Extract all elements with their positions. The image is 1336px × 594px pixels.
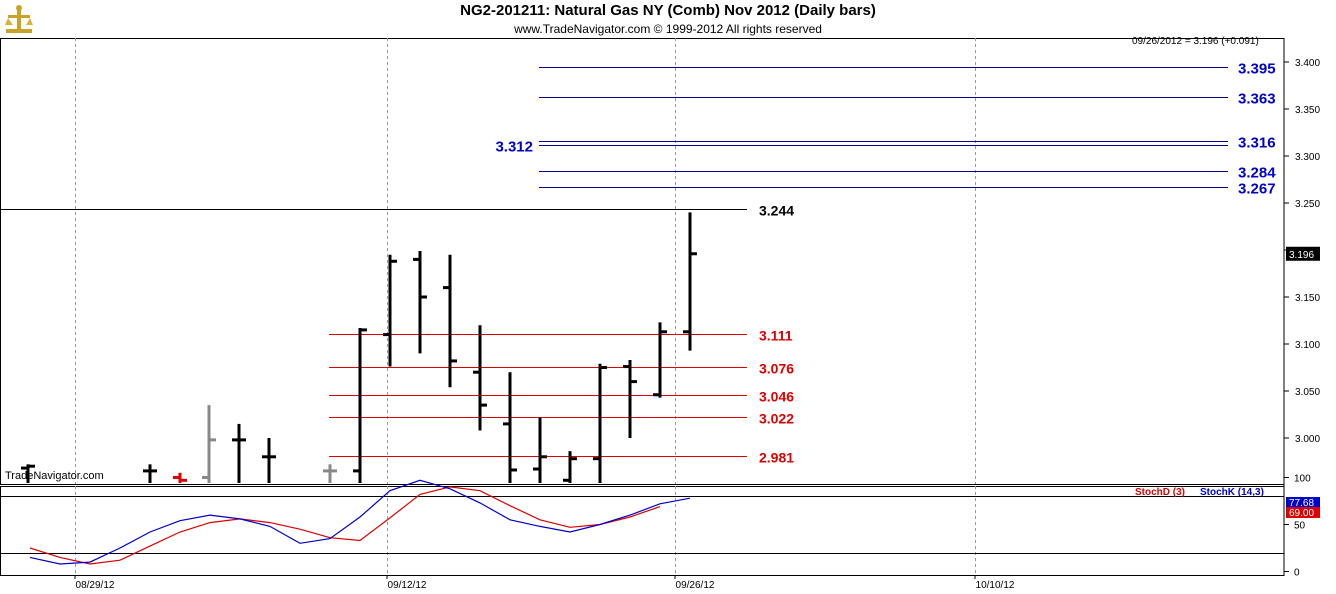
stochk-legend-label: StochK (14,3) — [1200, 487, 1264, 498]
price-axis-label: 3.350 — [1295, 105, 1320, 116]
date-axis-label: 08/29/12 — [76, 580, 115, 591]
resistance-label: 3.363 — [1238, 91, 1276, 108]
stochk-value-box — [1286, 497, 1320, 508]
resistance-label: 3.312 — [495, 139, 533, 156]
stochk-line — [29, 479, 691, 565]
support-label: 2.981 — [759, 450, 794, 466]
support-label: 3.076 — [759, 361, 794, 377]
trade-navigator-logo-icon — [5, 5, 33, 33]
stoch-panel-frame — [0, 486, 1285, 576]
last-price-label: 3.196 — [1289, 250, 1314, 261]
stoch-axis-label: 50 — [1294, 521, 1306, 532]
price-axis-label: 3.400 — [1295, 58, 1320, 69]
stochd-legend-label: StochD (3) — [1135, 487, 1185, 498]
resistance-label: 3.284 — [1238, 165, 1276, 182]
stochk-value-label: 77.68 — [1289, 498, 1314, 509]
price-axis-label: 3.000 — [1295, 434, 1320, 445]
last-price-box — [1286, 246, 1320, 261]
resistance-label: 3.395 — [1238, 61, 1276, 78]
stoch-axis-label: 100 — [1294, 474, 1311, 485]
chart-subtitle: www.TradeNavigator.com © 1999-2012 All r… — [514, 22, 822, 36]
resistance-label: 3.316 — [1238, 135, 1276, 152]
price-axis-label: 3.250 — [1295, 199, 1320, 210]
support-label: 3.111 — [759, 328, 793, 344]
stochd-value-box — [1286, 507, 1320, 518]
price-axis-label: 3.300 — [1295, 152, 1320, 163]
price-axis-label: 3.150 — [1295, 293, 1320, 304]
watermark: TradeNavigator.com — [5, 470, 104, 482]
chart-title: NG2-201211: Natural Gas NY (Comb) Nov 20… — [460, 2, 876, 19]
high-level-label: 3.244 — [759, 203, 794, 219]
stochd-value-label: 69.00 — [1289, 508, 1314, 519]
price-axis-label: 3.050 — [1295, 387, 1320, 398]
stoch-axis-label: 0 — [1294, 568, 1300, 579]
price-axis-label: 3.100 — [1295, 340, 1320, 351]
date-axis-label: 10/10/12 — [976, 580, 1015, 591]
support-label: 3.022 — [759, 411, 794, 427]
date-axis-label: 09/26/12 — [676, 580, 715, 591]
date-axis-label: 09/12/12 — [388, 580, 427, 591]
resistance-label: 3.267 — [1238, 181, 1276, 198]
support-label: 3.046 — [759, 389, 794, 405]
stochd-line — [29, 486, 661, 565]
last-quote-label: 09/26/2012 = 3.196 (+0.091) — [1132, 36, 1259, 47]
